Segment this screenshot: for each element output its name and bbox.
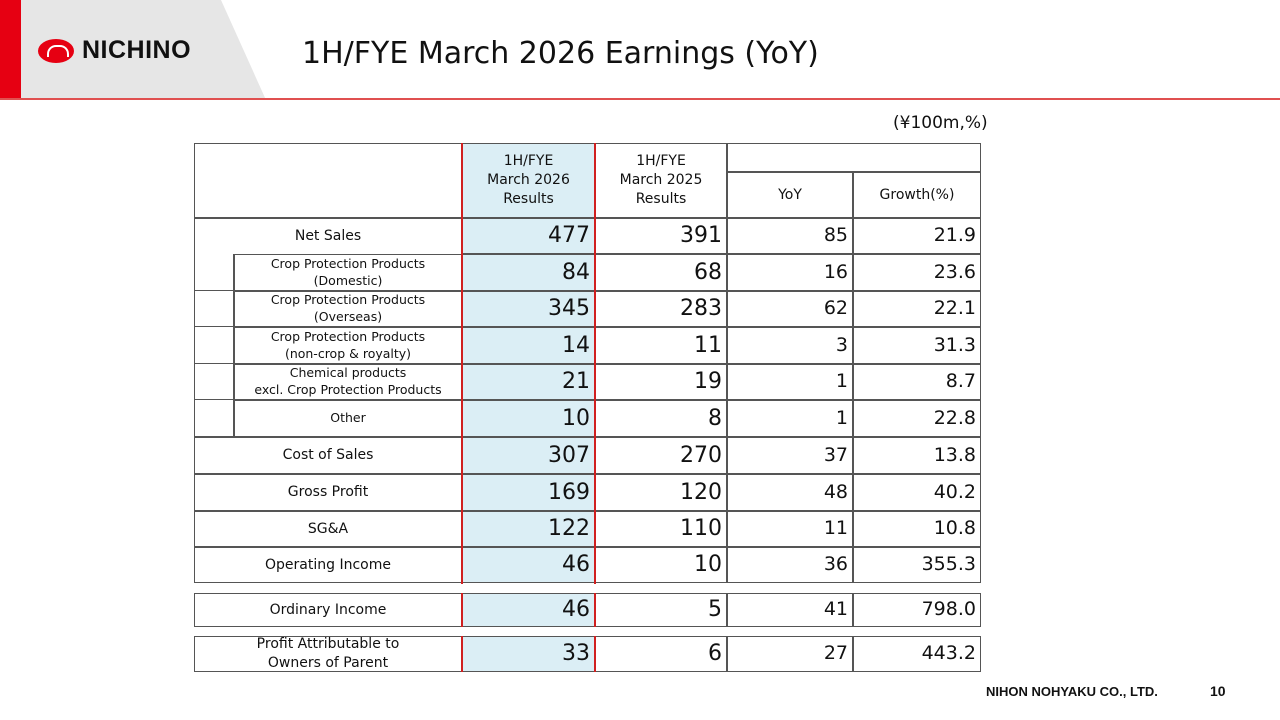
indent-spacer: [194, 400, 234, 437]
row-label: Crop Protection Products (Domestic): [234, 254, 462, 291]
table-cell: 10: [595, 547, 727, 583]
table-cell: 84: [462, 254, 595, 291]
table-cell: 307: [462, 437, 595, 474]
table-cell: 36: [727, 547, 853, 583]
header-blank: [194, 143, 462, 218]
column-header-group: [727, 143, 981, 172]
row-label: Operating Income: [194, 547, 462, 583]
table-cell: 21: [462, 364, 595, 400]
table-cell: 31.3: [853, 327, 981, 364]
indent-spacer: [194, 254, 234, 291]
table-cell: 22.1: [853, 291, 981, 327]
table-cell: 355.3: [853, 547, 981, 583]
table-cell: 46: [462, 593, 595, 627]
row-label: SG&A: [194, 511, 462, 547]
page-title: 1H/FYE March 2026 Earnings (YoY): [302, 36, 819, 71]
table-cell: 62: [727, 291, 853, 327]
red-accent-bar: [0, 0, 21, 100]
table-cell: 22.8: [853, 400, 981, 437]
indent-spacer: [194, 364, 234, 400]
table-cell: 443.2: [853, 636, 981, 672]
table-cell: 19: [595, 364, 727, 400]
column-header-prior: 1H/FYE March 2025 Results: [595, 143, 727, 218]
table-cell: 270: [595, 437, 727, 474]
table-cell: 1: [727, 364, 853, 400]
table-cell: 10.8: [853, 511, 981, 547]
row-label: Crop Protection Products (non-crop & roy…: [234, 327, 462, 364]
table-cell: 13.8: [853, 437, 981, 474]
table-cell: 345: [462, 291, 595, 327]
table-cell: 85: [727, 218, 853, 254]
nichino-logo-icon: [38, 38, 74, 63]
row-label: Crop Protection Products (Overseas): [234, 291, 462, 327]
table-cell: 8.7: [853, 364, 981, 400]
logo-text: NICHINO: [82, 36, 192, 64]
page-number: 10: [1210, 683, 1226, 699]
row-label: Cost of Sales: [194, 437, 462, 474]
table-cell: 21.9: [853, 218, 981, 254]
table-cell: 122: [462, 511, 595, 547]
table-cell: 14: [462, 327, 595, 364]
table-cell: 169: [462, 474, 595, 511]
table-cell: 16: [727, 254, 853, 291]
indent-spacer: [194, 291, 234, 327]
table-cell: 27: [727, 636, 853, 672]
column-header-growth: Growth(%): [853, 172, 981, 218]
table-cell: 11: [727, 511, 853, 547]
indent-spacer: [194, 327, 234, 364]
table-cell: 8: [595, 400, 727, 437]
table-cell: 477: [462, 218, 595, 254]
table-cell: 37: [727, 437, 853, 474]
row-label: Ordinary Income: [194, 593, 462, 627]
table-cell: 46: [462, 547, 595, 583]
nichino-logo: NICHINO: [38, 36, 191, 65]
table-cell: 283: [595, 291, 727, 327]
table-cell: 68: [595, 254, 727, 291]
table-cell: 10: [462, 400, 595, 437]
row-label: Gross Profit: [194, 474, 462, 511]
table-cell: 40.2: [853, 474, 981, 511]
table-cell: 23.6: [853, 254, 981, 291]
column-header-yoy: YoY: [727, 172, 853, 218]
table-cell: 1: [727, 400, 853, 437]
table-cell: 3: [727, 327, 853, 364]
table-cell: 391: [595, 218, 727, 254]
header-divider: [0, 98, 1280, 100]
unit-label: (¥100m,%): [893, 113, 988, 133]
row-label: Net Sales: [194, 218, 462, 254]
column-header-current: 1H/FYE March 2026 Results: [462, 143, 595, 218]
table-cell: 41: [727, 593, 853, 627]
table-cell: 120: [595, 474, 727, 511]
table-cell: 5: [595, 593, 727, 627]
table-cell: 33: [462, 636, 595, 672]
row-label: Other: [234, 400, 462, 437]
company-name: NIHON NOHYAKU CO., LTD.: [986, 684, 1158, 699]
table-cell: 11: [595, 327, 727, 364]
table-cell: 6: [595, 636, 727, 672]
table-cell: 110: [595, 511, 727, 547]
table-cell: 48: [727, 474, 853, 511]
row-label: Chemical products excl. Crop Protection …: [234, 364, 462, 400]
table-cell: 798.0: [853, 593, 981, 627]
row-label: Profit Attributable to Owners of Parent: [194, 636, 462, 672]
